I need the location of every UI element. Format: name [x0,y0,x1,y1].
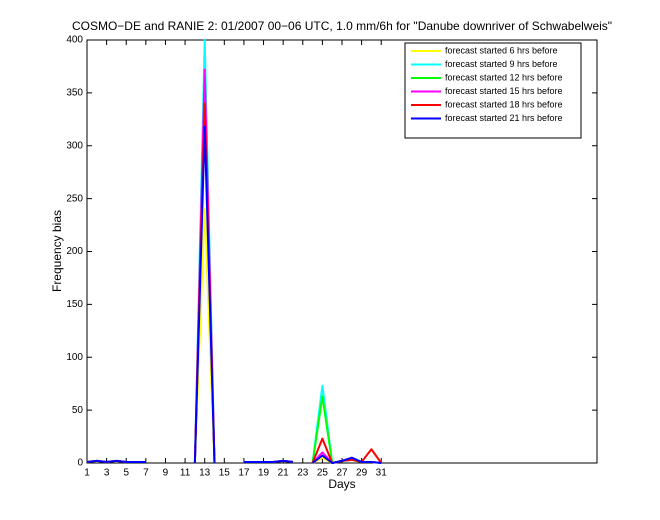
series-line [86,208,382,464]
x-tick-label: 15 [219,468,231,479]
y-tick-label: 0 [77,458,83,469]
y-tick-label: 200 [66,246,83,257]
y-tick-label: 300 [66,140,83,151]
x-tick-label: 9 [163,468,169,479]
x-axis-label: Days [328,477,355,491]
series-line [86,81,382,464]
x-tick-label: 17 [238,468,250,479]
y-tick-label: 100 [66,352,83,363]
legend-label: forecast started 15 hrs before [445,86,563,96]
x-tick-label: 5 [123,468,129,479]
y-tick-label: 400 [66,35,83,46]
x-tick-label: 7 [143,468,149,479]
x-tick-label: 23 [297,468,309,479]
series-line [86,68,382,464]
y-tick-label: 50 [72,405,84,416]
series-line [86,102,383,464]
x-tick-label: 27 [336,468,348,479]
y-tick-label: 350 [66,88,83,99]
x-tick-label: 1 [84,468,90,479]
legend-label: forecast started 18 hrs before [445,99,563,109]
x-tick-label: 3 [104,468,110,479]
x-tick-label: 19 [258,468,270,479]
chart-title: COSMO−DE and RANIE 2: 01/2007 00−06 UTC,… [72,19,612,33]
x-tick-label: 11 [180,468,191,479]
x-tick-label: 31 [376,468,388,479]
legend-label: forecast started 6 hrs before [445,45,558,55]
legend-label: forecast started 9 hrs before [445,59,558,69]
x-tick-label: 13 [199,468,211,479]
legend-label: forecast started 21 hrs before [445,113,563,123]
y-axis-label: Frequency bias [50,210,64,292]
legend-label: forecast started 12 hrs before [445,72,563,82]
x-tick-label: 21 [278,468,290,479]
x-tick-label: 25 [317,468,329,479]
series-line [86,39,382,464]
y-tick-label: 250 [66,193,83,204]
x-tick-label: 29 [356,468,368,479]
series-line [86,125,382,464]
y-tick-label: 150 [66,299,83,310]
